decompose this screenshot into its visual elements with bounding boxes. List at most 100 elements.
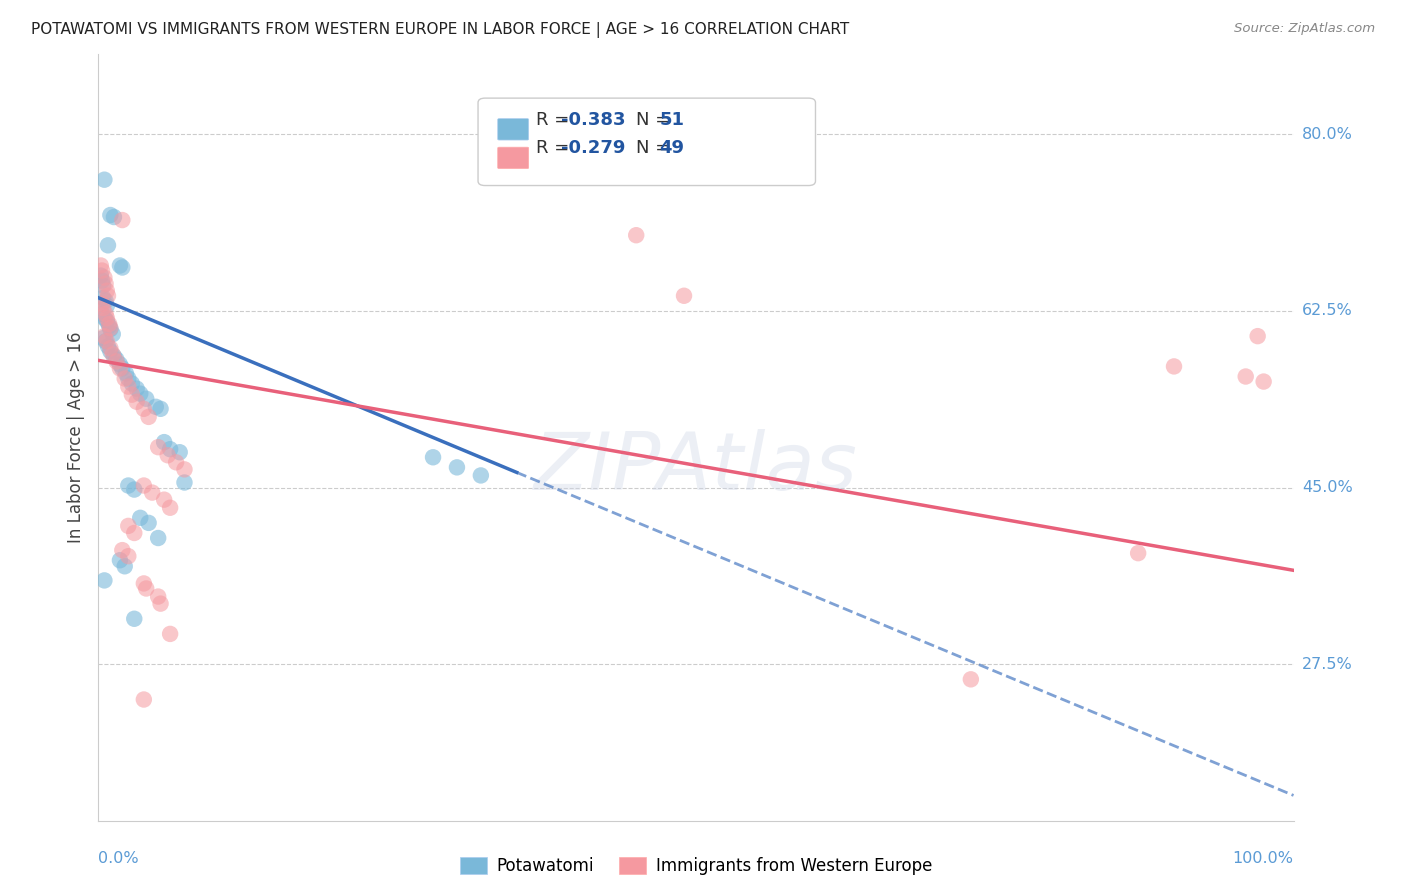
- Point: [105, 352, 128, 367]
- Point: [135, 392, 157, 406]
- Point: [165, 455, 187, 469]
- Legend: Potawatomi, Immigrants from Western Europe: Potawatomi, Immigrants from Western Euro…: [453, 850, 939, 881]
- Point: [96, 284, 118, 298]
- Point: [90, 259, 112, 273]
- Text: N =: N =: [636, 139, 675, 157]
- Point: [117, 379, 139, 393]
- Point: [117, 371, 139, 385]
- Point: [138, 409, 160, 424]
- Point: [96, 334, 118, 349]
- Point: [173, 462, 195, 476]
- Point: [111, 213, 134, 227]
- Point: [91, 301, 114, 315]
- Point: [115, 367, 138, 381]
- Text: ZIPAtlas: ZIPAtlas: [534, 429, 858, 507]
- Point: [91, 331, 114, 345]
- Point: [111, 543, 134, 558]
- Point: [94, 277, 117, 291]
- Point: [470, 468, 492, 483]
- Text: 100.0%: 100.0%: [1233, 851, 1294, 866]
- Point: [103, 210, 125, 224]
- Point: [98, 341, 122, 355]
- Point: [96, 299, 118, 313]
- Text: -0.279: -0.279: [561, 139, 626, 157]
- Point: [149, 597, 172, 611]
- Point: [153, 492, 176, 507]
- Point: [98, 322, 122, 336]
- Point: [97, 289, 120, 303]
- Point: [135, 582, 157, 596]
- Point: [159, 442, 181, 457]
- Point: [108, 361, 131, 376]
- Point: [101, 327, 124, 342]
- Point: [673, 289, 696, 303]
- Point: [153, 435, 176, 450]
- Text: -0.383: -0.383: [561, 111, 626, 128]
- Point: [159, 500, 181, 515]
- Point: [129, 386, 152, 401]
- Point: [132, 576, 155, 591]
- Point: [132, 478, 155, 492]
- Point: [129, 511, 152, 525]
- Point: [96, 310, 118, 325]
- Text: 27.5%: 27.5%: [1302, 657, 1353, 672]
- Point: [91, 297, 114, 311]
- Point: [101, 347, 124, 361]
- Point: [1253, 375, 1275, 389]
- Point: [93, 574, 115, 588]
- Point: [148, 590, 170, 604]
- Point: [114, 559, 136, 574]
- Point: [156, 448, 179, 462]
- Point: [93, 172, 115, 186]
- Point: [132, 401, 155, 416]
- Point: [90, 268, 112, 283]
- Point: [94, 334, 117, 349]
- Point: [117, 478, 139, 492]
- Text: POTAWATOMI VS IMMIGRANTS FROM WESTERN EUROPE IN LABOR FORCE | AGE > 16 CORRELATI: POTAWATOMI VS IMMIGRANTS FROM WESTERN EU…: [31, 22, 849, 38]
- Point: [108, 259, 131, 273]
- Point: [94, 307, 117, 321]
- Point: [105, 354, 128, 368]
- Point: [97, 339, 120, 353]
- Point: [98, 317, 121, 331]
- Point: [159, 627, 181, 641]
- Point: [145, 400, 167, 414]
- Point: [98, 208, 122, 222]
- Text: 0.0%: 0.0%: [98, 851, 139, 866]
- Point: [91, 274, 114, 288]
- Point: [97, 238, 120, 252]
- Point: [98, 321, 122, 335]
- Point: [103, 349, 125, 363]
- Point: [124, 612, 146, 626]
- Point: [111, 361, 134, 376]
- Point: [626, 228, 648, 243]
- Point: [125, 394, 148, 409]
- Text: 49: 49: [659, 139, 685, 157]
- Point: [1128, 546, 1150, 560]
- Point: [148, 440, 170, 454]
- Point: [141, 485, 163, 500]
- Point: [1163, 359, 1185, 374]
- Point: [108, 358, 131, 372]
- Point: [149, 401, 172, 416]
- Point: [124, 483, 146, 497]
- Point: [93, 310, 115, 325]
- Point: [132, 692, 155, 706]
- Point: [91, 263, 114, 277]
- Text: R =: R =: [536, 111, 575, 128]
- Point: [148, 531, 170, 545]
- Text: R =: R =: [536, 139, 575, 157]
- Text: 51: 51: [659, 111, 685, 128]
- Point: [94, 293, 117, 308]
- Point: [138, 516, 160, 530]
- Point: [124, 526, 146, 541]
- Point: [125, 382, 148, 396]
- Point: [111, 260, 134, 275]
- Point: [960, 673, 983, 687]
- Point: [96, 314, 118, 328]
- Point: [121, 387, 143, 401]
- Point: [91, 278, 114, 293]
- Point: [169, 445, 191, 459]
- Point: [93, 270, 115, 285]
- Text: Source: ZipAtlas.com: Source: ZipAtlas.com: [1234, 22, 1375, 36]
